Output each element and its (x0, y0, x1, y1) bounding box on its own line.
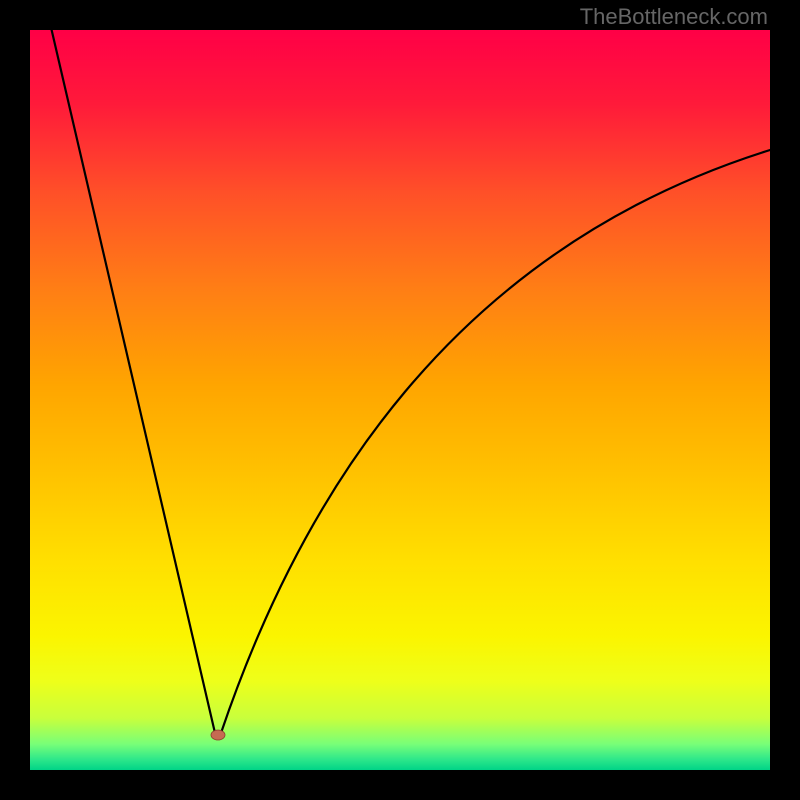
bottleneck-curve (30, 30, 770, 770)
plot-area (30, 30, 770, 770)
minimum-marker (211, 730, 225, 740)
watermark-text: TheBottleneck.com (580, 4, 768, 30)
